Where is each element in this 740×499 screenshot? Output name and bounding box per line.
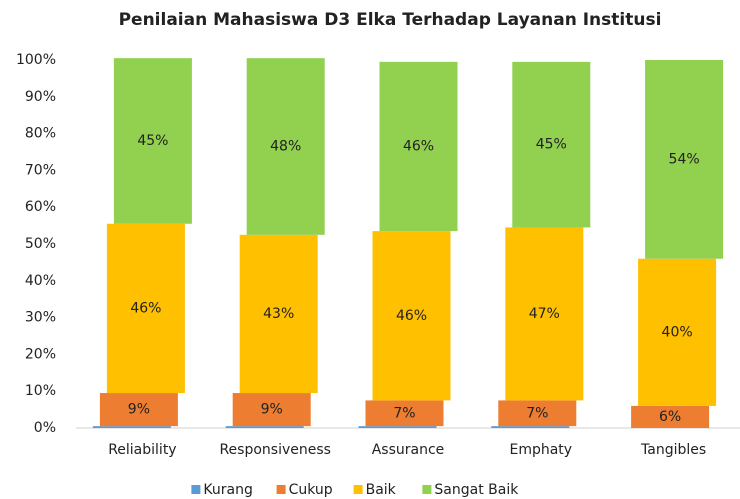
legend-swatch: [191, 485, 201, 494]
data-label: 46%: [130, 300, 161, 316]
bar-segment: [505, 227, 584, 401]
data-label: 9%: [261, 402, 283, 418]
y-tick-label: 30%: [25, 310, 56, 326]
data-label: 47%: [529, 306, 560, 322]
legend-swatch: [276, 485, 286, 494]
bar-segment: [372, 231, 451, 401]
legend-label: Sangat Baik: [434, 482, 519, 498]
y-tick-label: 80%: [25, 126, 56, 142]
bar-segment: [631, 405, 710, 428]
data-label: 7%: [526, 405, 548, 421]
chart-title: Penilaian Mahasiswa D3 Elka Terhadap Lay…: [119, 10, 662, 30]
data-label: 43%: [263, 306, 294, 322]
bar-segment: [638, 258, 717, 406]
x-tick-label: Responsiveness: [219, 442, 331, 458]
y-tick-label: 50%: [25, 236, 56, 252]
data-label: 46%: [403, 138, 434, 154]
legend-label: Cukup: [289, 482, 333, 498]
bar-segment: [379, 61, 458, 232]
x-tick-label: Tangibles: [640, 442, 706, 458]
data-label: 45%: [137, 133, 168, 149]
bar-segment: [106, 223, 185, 394]
bar-segment: [365, 400, 444, 427]
legend-label: Baik: [366, 482, 397, 498]
bar-segment: [645, 60, 724, 259]
legend-label: Kurang: [203, 482, 252, 498]
bar-segment: [246, 58, 325, 235]
bar-segment: [232, 393, 311, 427]
bar-segment: [239, 234, 318, 394]
data-label: 6%: [659, 409, 681, 425]
y-tick-label: 70%: [25, 162, 56, 178]
data-label: 54%: [669, 151, 700, 167]
legend-swatch: [422, 485, 432, 494]
data-label: 48%: [270, 138, 301, 154]
bar-segment: [498, 400, 577, 427]
y-tick-label: 20%: [25, 346, 56, 362]
y-tick-label: 40%: [25, 273, 56, 289]
data-label: 7%: [393, 405, 415, 421]
x-tick-label: Reliability: [108, 442, 176, 458]
bar-segment: [92, 426, 171, 428]
bar-segment: [99, 393, 178, 427]
y-tick-label: 90%: [25, 89, 56, 105]
x-tick-label: Assurance: [372, 442, 445, 458]
bar-segment: [113, 58, 192, 224]
y-tick-label: 100%: [16, 52, 56, 68]
y-tick-label: 10%: [25, 383, 56, 399]
data-label: 45%: [536, 137, 567, 153]
y-tick-label: 0%: [34, 420, 56, 436]
data-label: 9%: [128, 402, 150, 418]
x-tick-label: Emphaty: [509, 442, 572, 458]
bar-segment: [358, 426, 437, 428]
bar-segment: [512, 61, 591, 228]
bar-segment: [225, 426, 304, 428]
data-label: 46%: [396, 308, 427, 324]
legend-swatch: [353, 485, 363, 494]
data-label: 40%: [662, 324, 693, 340]
bar-segment: [491, 426, 570, 428]
y-tick-label: 60%: [25, 199, 56, 215]
